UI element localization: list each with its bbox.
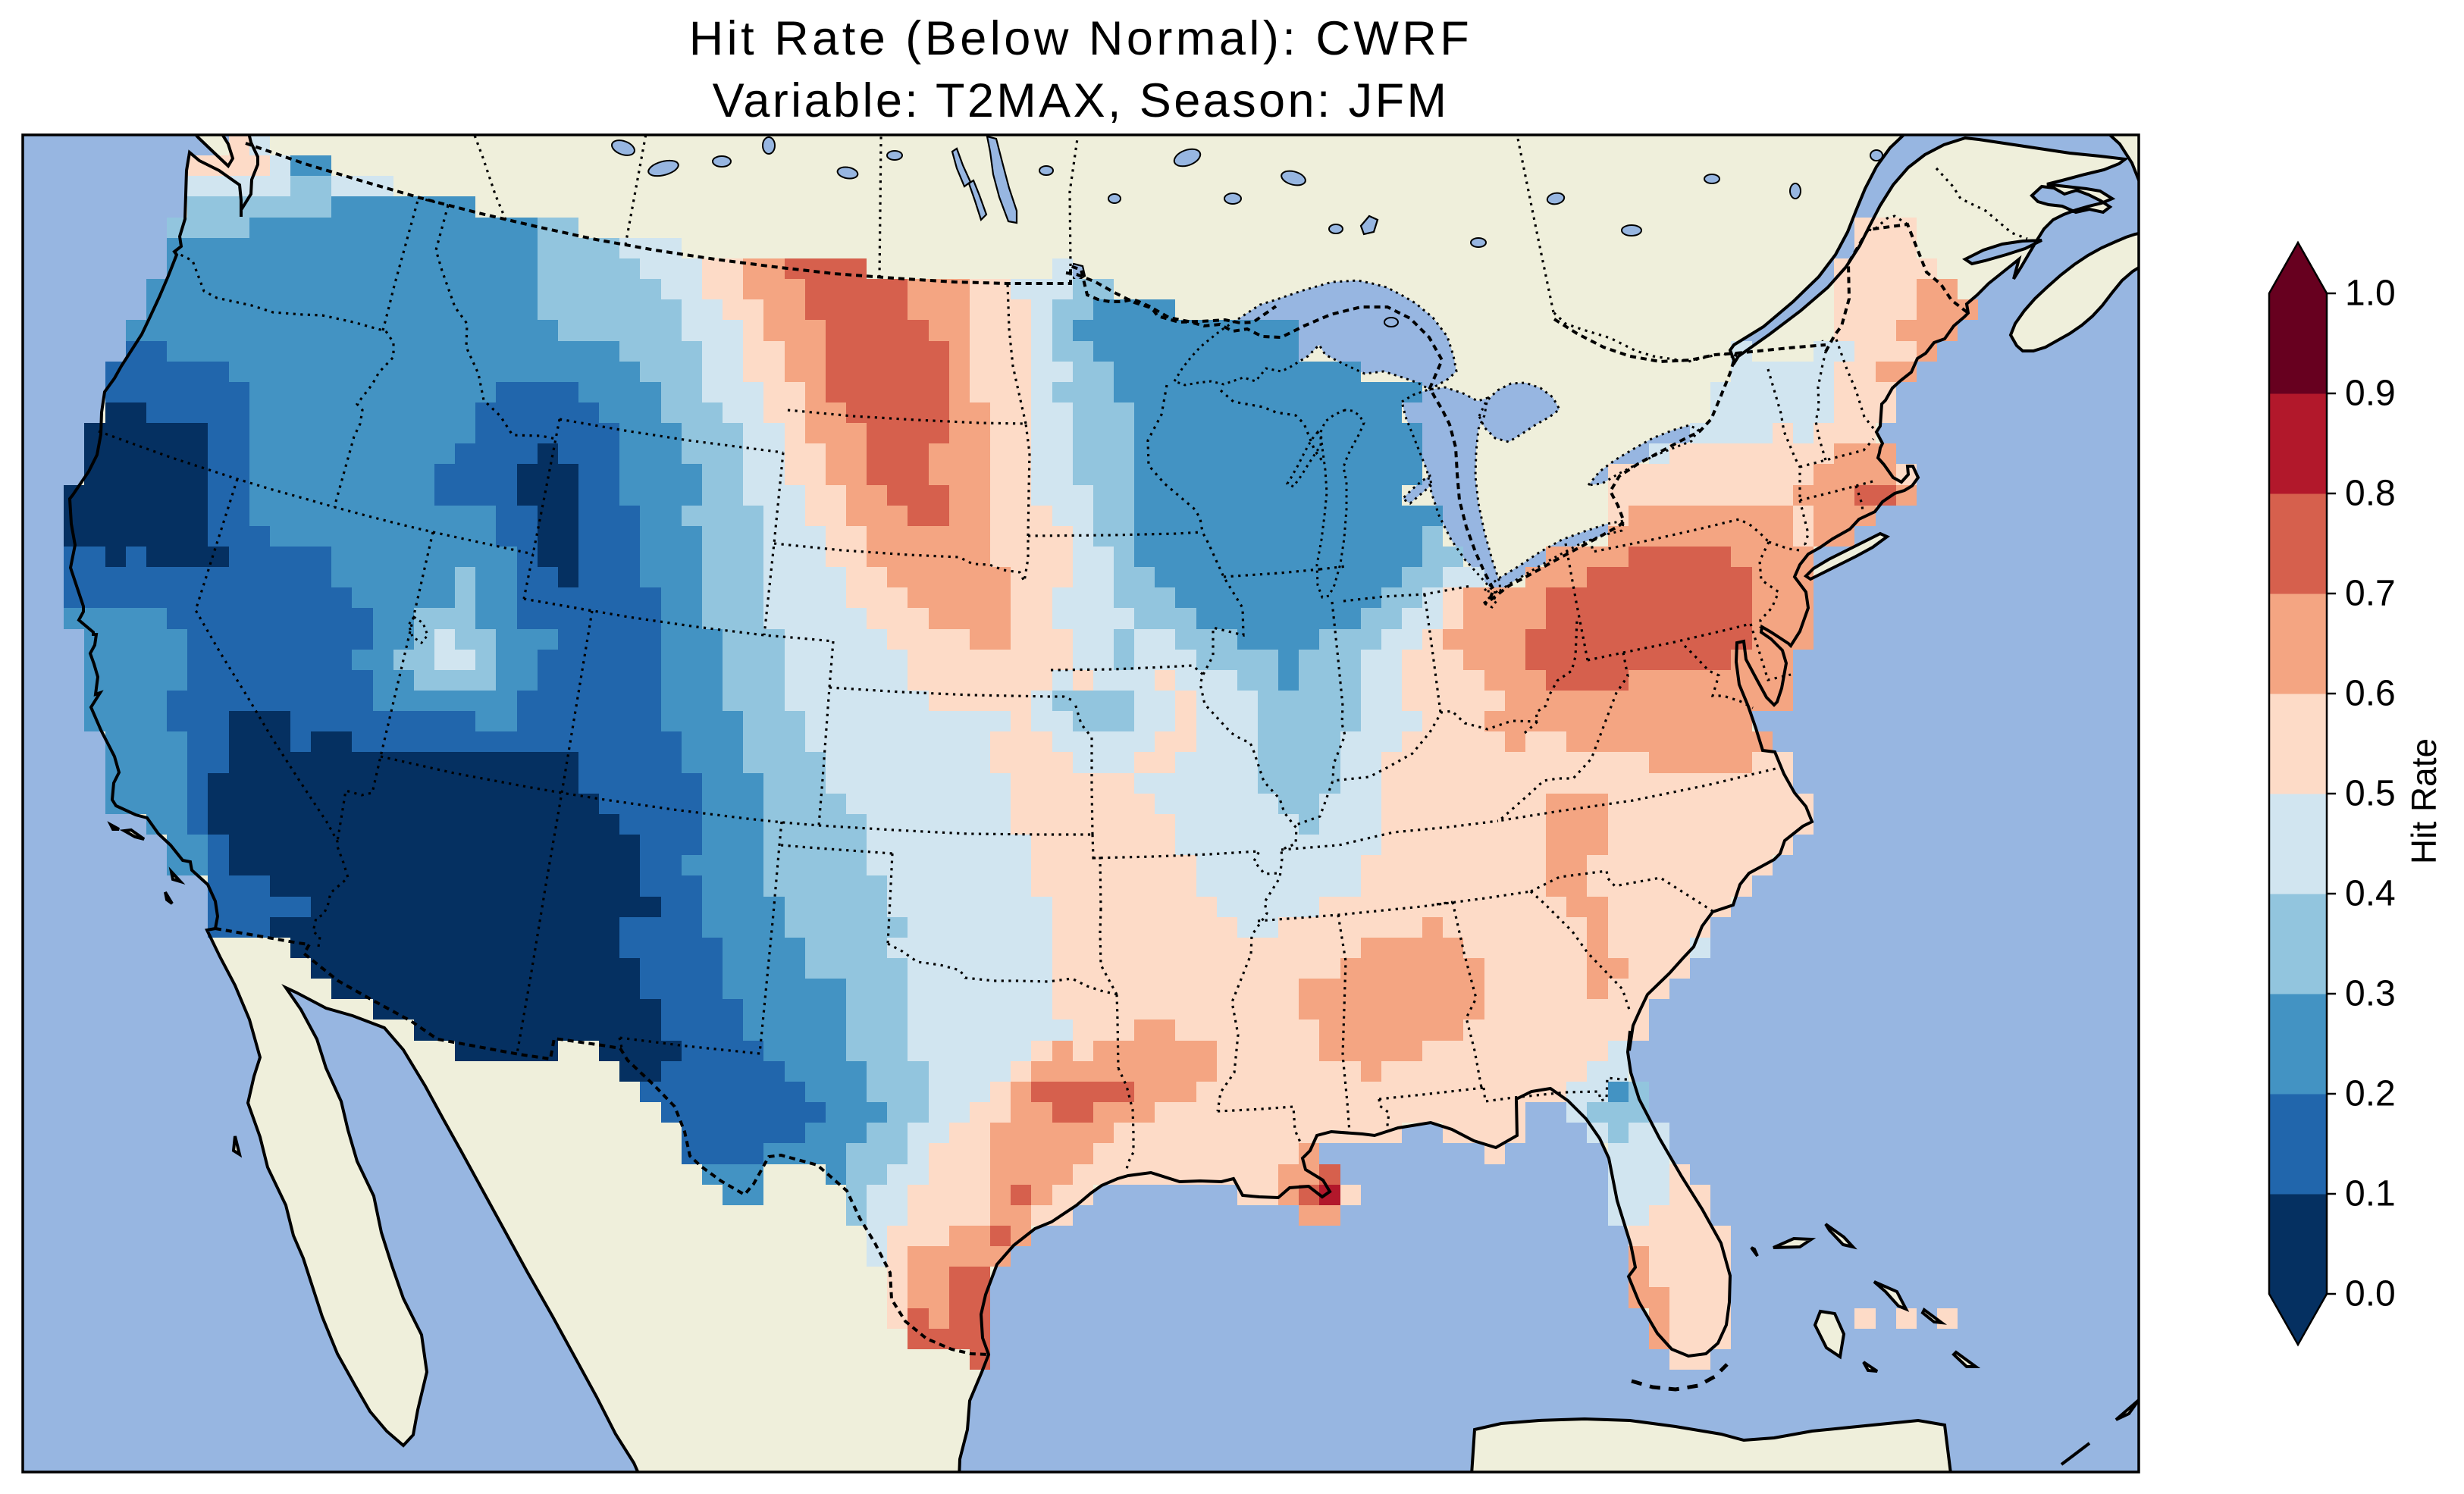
svg-text:1.0: 1.0: [2345, 274, 2396, 314]
svg-text:Hit Rate: Hit Rate: [2404, 738, 2444, 864]
svg-text:0.7: 0.7: [2345, 574, 2396, 614]
svg-text:0.2: 0.2: [2345, 1074, 2396, 1114]
svg-text:0.0: 0.0: [2345, 1274, 2396, 1314]
svg-text:0.6: 0.6: [2345, 674, 2396, 714]
svg-text:0.4: 0.4: [2345, 874, 2396, 914]
svg-text:0.1: 0.1: [2345, 1174, 2396, 1214]
svg-text:0.3: 0.3: [2345, 974, 2396, 1014]
svg-text:0.8: 0.8: [2345, 474, 2396, 514]
svg-text:0.5: 0.5: [2345, 774, 2396, 814]
svg-text:0.9: 0.9: [2345, 374, 2396, 414]
